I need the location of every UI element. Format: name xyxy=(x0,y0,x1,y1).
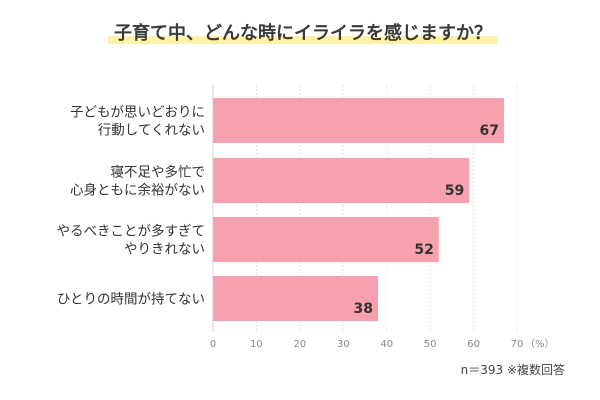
data-labels: 67 59 52 38 xyxy=(354,123,499,317)
bar xyxy=(213,276,379,321)
bars xyxy=(213,98,504,321)
x-axis-unit: （%） xyxy=(525,338,555,350)
x-tick-label: 0 xyxy=(210,339,216,350)
category-labels: 子どもが思いどおりに行動してくれない寝不足や多忙で心身ともに余裕がないやるべきこ… xyxy=(57,105,206,308)
title-underline xyxy=(108,36,498,44)
x-tick-label: 70 xyxy=(511,339,524,350)
title-group: 子育て中、どんな時にイライラを感じますか？ xyxy=(108,22,498,44)
bar xyxy=(213,98,504,143)
category-label: やるべきことが多すぎて xyxy=(57,223,206,240)
x-tick-label: 10 xyxy=(250,339,263,350)
x-tick-label: 40 xyxy=(380,339,393,350)
bar xyxy=(213,217,439,262)
category-label: ひとりの時間が持てない xyxy=(57,292,205,308)
data-label: 59 xyxy=(445,183,464,199)
chart-title: 子育て中、どんな時にイライラを感じますか？ xyxy=(114,22,492,44)
category-label: やりきれない xyxy=(124,242,205,258)
category-label: 行動してくれない xyxy=(98,123,205,139)
x-tick-label: 50 xyxy=(424,339,437,350)
category-label: 心身ともに余裕がない xyxy=(70,182,205,199)
x-axis-ticks: 0 10 20 30 40 50 60 70 xyxy=(210,339,524,350)
category-label: 寝不足や多忙で xyxy=(111,164,206,181)
data-label: 38 xyxy=(354,301,373,317)
data-label: 67 xyxy=(479,123,498,139)
x-tick-label: 30 xyxy=(337,339,350,350)
sample-note: n＝393 ※複数回答 xyxy=(461,362,565,377)
category-label: 子どもが思いどおりに xyxy=(70,105,205,121)
bar xyxy=(213,158,470,203)
x-tick-label: 20 xyxy=(293,339,306,350)
x-tick-label: 60 xyxy=(467,339,480,350)
data-label: 52 xyxy=(414,242,433,258)
